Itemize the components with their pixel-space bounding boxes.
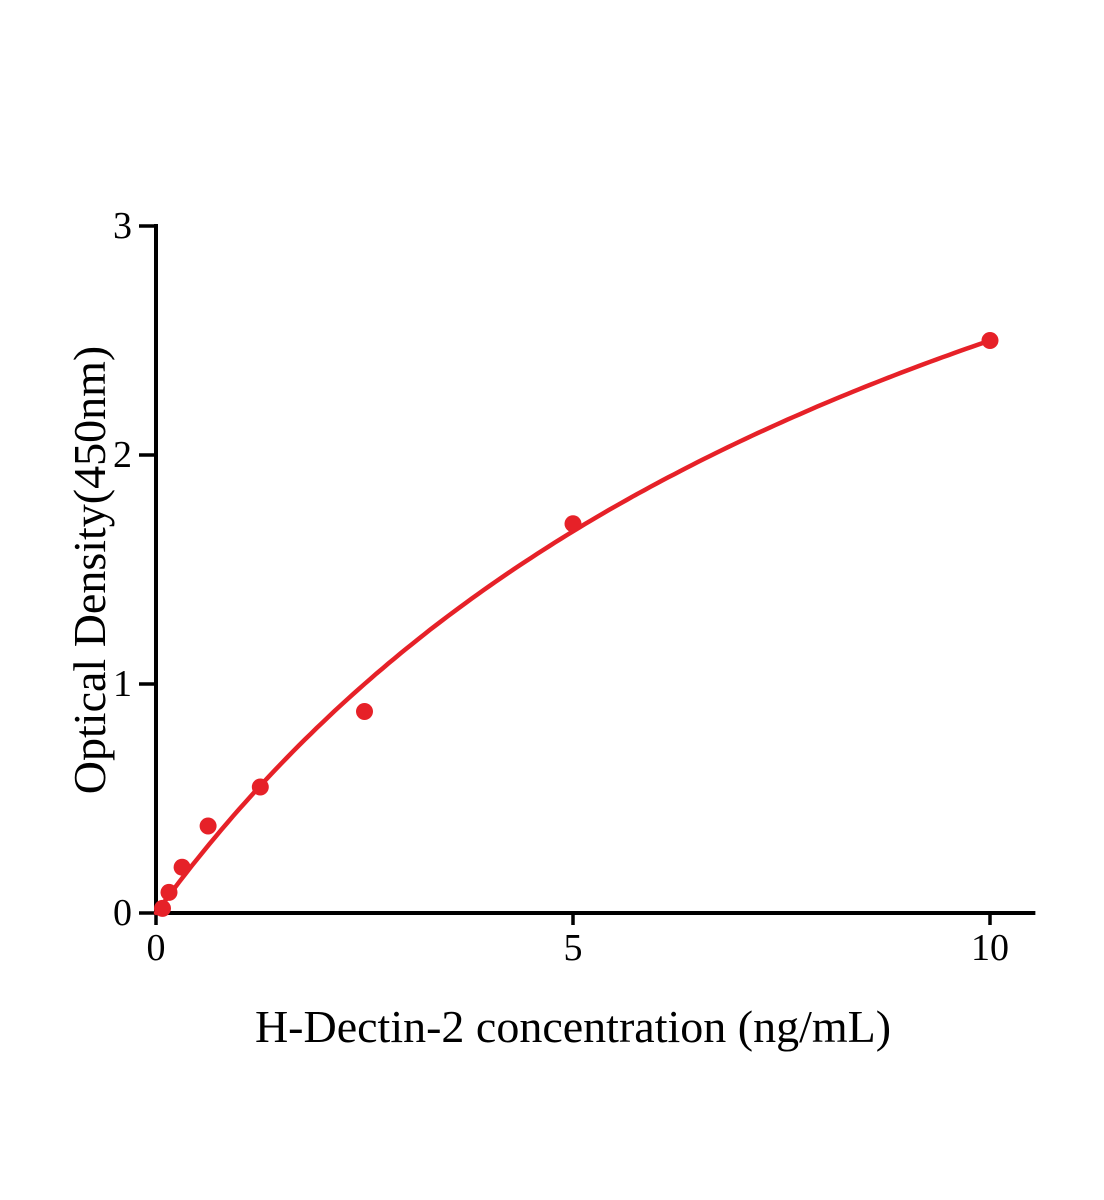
data-points (154, 332, 999, 917)
y-tick-label: 1 (113, 663, 132, 705)
data-point-marker (160, 883, 178, 901)
data-point-marker (356, 703, 373, 720)
y-tick-label: 3 (113, 205, 132, 247)
x-tick-label: 10 (971, 927, 1009, 969)
axis-ticks: 0 1 2 3 0 5 10 (113, 205, 1009, 969)
y-tick-label: 2 (113, 434, 132, 476)
data-point-marker (981, 332, 999, 349)
x-tick-label: 5 (564, 927, 583, 969)
data-point-marker (173, 858, 191, 876)
y-tick-label: 0 (113, 892, 132, 934)
data-point-marker (199, 817, 217, 835)
y-axis-title: Optical Density(450nm) (64, 346, 115, 794)
fit-curve (153, 338, 993, 916)
x-axis-title: H-Dectin-2 concentration (ng/mL) (255, 1001, 891, 1052)
standard-curve-line (153, 338, 993, 916)
data-point-marker (251, 778, 269, 796)
data-point-marker (564, 515, 582, 533)
axes (154, 224, 1036, 915)
axis-spine (154, 224, 1036, 915)
data-point-marker (154, 899, 171, 917)
x-tick-label: 0 (147, 927, 166, 969)
